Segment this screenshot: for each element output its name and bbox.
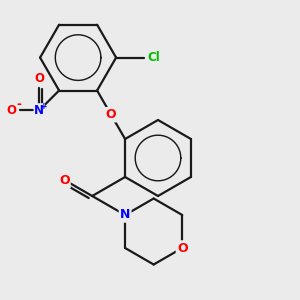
Text: O: O xyxy=(34,72,44,85)
Text: -: - xyxy=(17,98,22,111)
Text: O: O xyxy=(106,108,116,121)
Text: O: O xyxy=(59,175,70,188)
Text: N: N xyxy=(120,208,130,221)
Text: O: O xyxy=(6,104,16,117)
Text: O: O xyxy=(177,242,188,254)
Text: +: + xyxy=(40,102,48,111)
Text: Cl: Cl xyxy=(147,51,160,64)
Text: N: N xyxy=(34,104,44,117)
